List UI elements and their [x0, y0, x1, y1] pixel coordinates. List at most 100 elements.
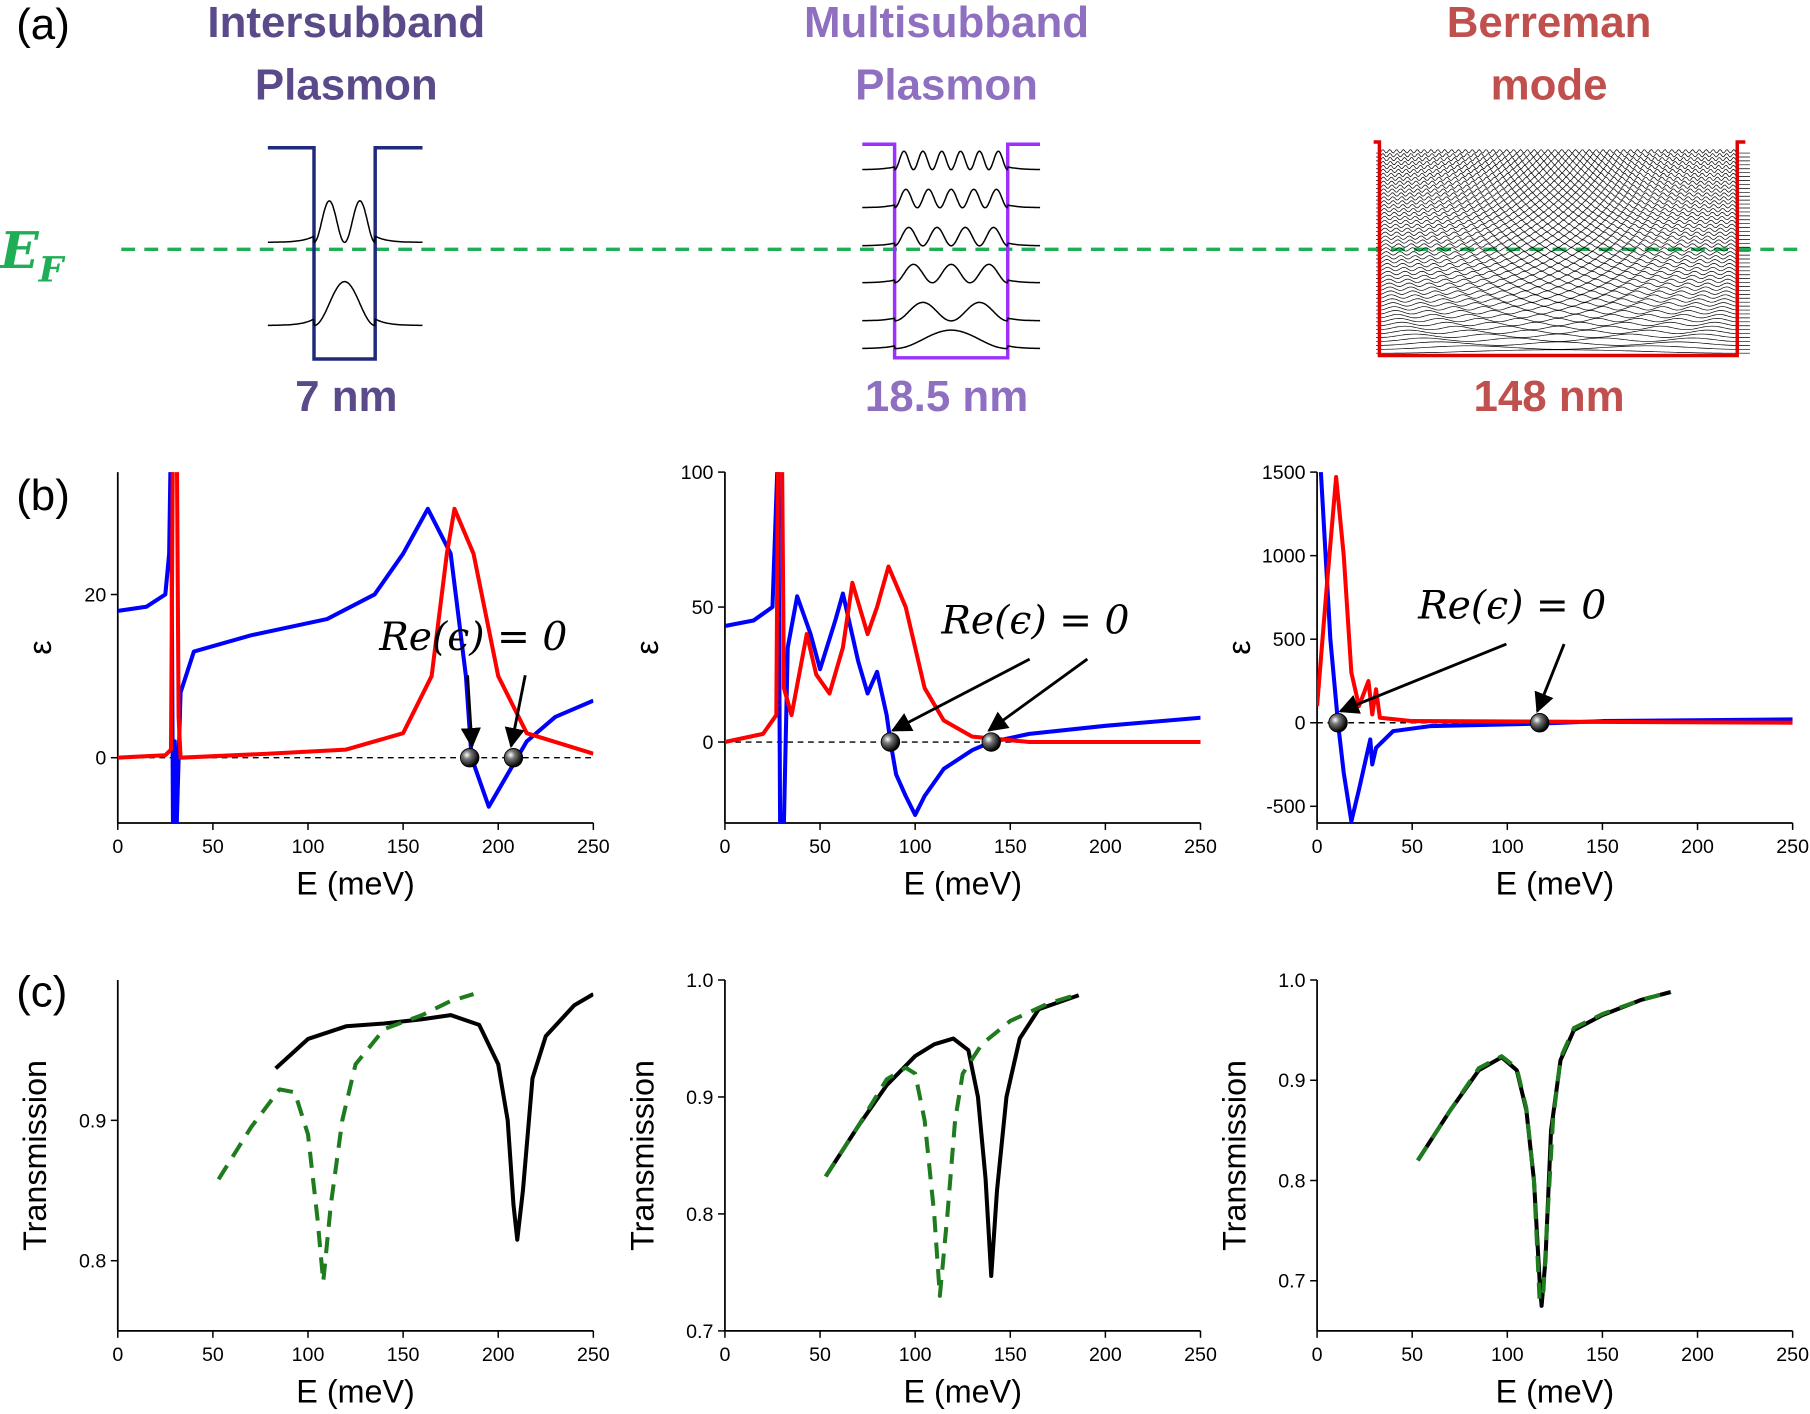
y-axis-label: Transmission: [17, 1060, 53, 1251]
x-tick-label: 150: [387, 1344, 420, 1366]
wavefunction: [1375, 321, 1750, 327]
well-title: Plasmon: [255, 60, 438, 109]
zero-point: [880, 732, 901, 752]
wavefunction: [1375, 345, 1750, 350]
x-tick-label: 50: [202, 836, 224, 858]
x-tick-label: 0: [719, 836, 730, 858]
x-tick-label: 250: [1184, 1344, 1217, 1366]
y-tick-label: 0.8: [1278, 1170, 1305, 1192]
wavefunction: [1375, 172, 1750, 178]
wavefunction: [1375, 239, 1750, 244]
wavefunction: [1375, 337, 1750, 342]
annotation-arrow: [890, 657, 1031, 732]
wavefunction: [1375, 149, 1750, 154]
wavefunction: [1375, 286, 1750, 291]
y-tick-label: 0: [1295, 713, 1306, 735]
y-tick-label: 0.8: [686, 1204, 713, 1226]
x-tick-label: 50: [809, 1344, 831, 1366]
x-tick-label: 250: [1184, 836, 1217, 858]
fermi-subscript: F: [38, 250, 66, 291]
x-tick-label: 100: [899, 836, 932, 858]
wavefunction: [1375, 235, 1750, 240]
wavefunction: [1375, 192, 1750, 197]
x-axis-label: E (meV): [903, 1373, 1022, 1409]
y-tick-label: 1.0: [1278, 970, 1305, 992]
y-tick-label: 500: [1273, 629, 1306, 651]
y-tick-label: 0.7: [1278, 1271, 1305, 1293]
x-tick-label: 50: [202, 1344, 224, 1366]
wavefunction: [1375, 160, 1750, 166]
x-tick-label: 250: [577, 1344, 610, 1366]
series-line: [1318, 472, 1793, 824]
x-tick-label: 150: [1586, 836, 1619, 858]
y-tick-label: 0.7: [686, 1321, 713, 1343]
wavefunction: [1375, 219, 1750, 225]
x-tick-label: 50: [809, 836, 831, 858]
annotation: Re(ϵ) = 0: [378, 615, 567, 660]
wavefunction: [1375, 200, 1750, 205]
x-tick-label: 100: [292, 836, 325, 858]
wavefunction: [1375, 306, 1750, 311]
wavefunction: [1375, 266, 1750, 272]
wavefunction: [862, 188, 1041, 209]
annotation-arrow: [987, 657, 1089, 732]
zero-point: [1328, 713, 1348, 733]
y-tick-label: 0.8: [79, 1251, 106, 1273]
series-line: [274, 992, 594, 1242]
y-tick-label: 1000: [1262, 546, 1306, 568]
x-axis-label: E (meV): [296, 866, 415, 902]
well-width: 7 nm: [295, 372, 397, 421]
wavefunction: [1375, 274, 1750, 279]
wavefunction: [1375, 282, 1750, 287]
x-tick-label: 100: [1491, 1344, 1524, 1366]
well-title: Multisubband: [804, 0, 1089, 47]
panel-label: (b): [16, 471, 70, 520]
wavefunction: [1375, 243, 1750, 248]
x-tick-label: 200: [1089, 836, 1122, 858]
x-tick-label: 200: [1681, 1344, 1714, 1366]
y-tick-label: -500: [1266, 796, 1305, 818]
series-line: [824, 992, 1080, 1298]
x-tick-label: 150: [1586, 1344, 1619, 1366]
wavefunction: [1375, 188, 1750, 193]
series-line: [724, 472, 1201, 744]
wavefunction: [1375, 164, 1750, 170]
x-axis-label: E (meV): [903, 866, 1022, 902]
wavefunction: [267, 200, 423, 244]
annotation-arrow: [1534, 643, 1566, 714]
wavefunction: [1375, 176, 1750, 181]
zero-point: [981, 732, 1001, 752]
x-tick-label: 50: [1401, 836, 1423, 858]
wavefunction: [1375, 180, 1750, 185]
well-title: Berreman: [1447, 0, 1652, 47]
well-width: 18.5 nm: [865, 372, 1028, 421]
fermi-label: EF: [0, 220, 66, 291]
y-tick-label: 20: [84, 584, 106, 606]
wavefunction: [1375, 302, 1750, 307]
wavefunction: [1375, 329, 1750, 334]
annotation: Re(ϵ) = 0: [940, 599, 1129, 644]
x-tick-label: 0: [1312, 1344, 1323, 1366]
x-tick-label: 200: [1681, 836, 1714, 858]
zero-point: [1529, 713, 1550, 733]
panel-label: (c): [16, 968, 67, 1017]
wavefunction: [1375, 168, 1750, 174]
wavefunction: [1375, 153, 1750, 158]
series-line: [724, 472, 1201, 824]
y-axis-label: Transmission: [624, 1060, 660, 1251]
wavefunction: [1375, 333, 1750, 338]
wavefunction: [1375, 310, 1750, 315]
wavefunction: [1375, 325, 1750, 331]
quantum-well: [267, 146, 423, 361]
wavefunction: [1375, 157, 1750, 162]
x-tick-label: 150: [994, 836, 1027, 858]
wavefunction: [862, 150, 1041, 171]
x-tick-label: 100: [292, 1344, 325, 1366]
wavefunction: [1375, 204, 1750, 209]
x-tick-label: 0: [1312, 836, 1323, 858]
wavefunction: [1375, 294, 1750, 299]
well-title: Intersubband: [207, 0, 485, 47]
x-tick-label: 0: [112, 836, 123, 858]
wavefunction: [1375, 251, 1750, 256]
zero-point: [503, 748, 524, 768]
